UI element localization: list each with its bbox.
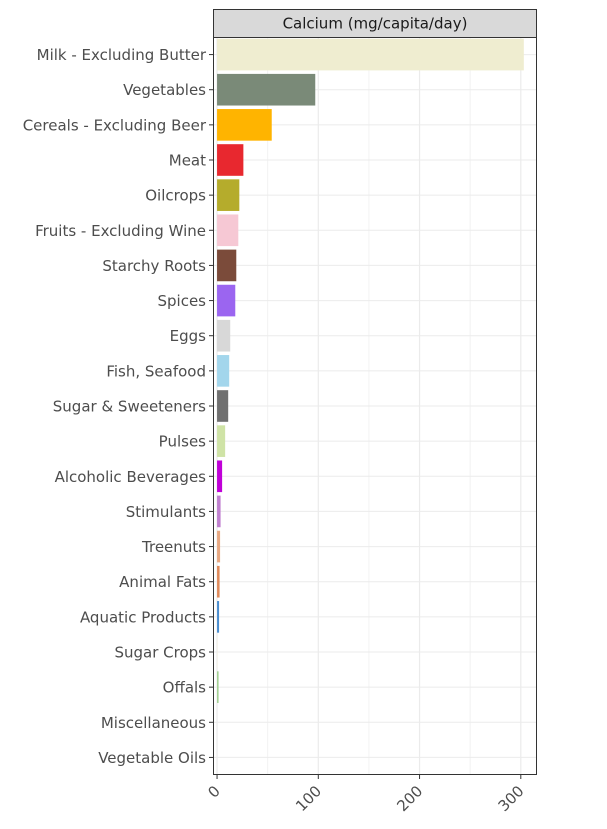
y-tick-label: Offals — [163, 679, 207, 697]
bar — [217, 38, 524, 71]
bar — [217, 249, 237, 282]
bar — [217, 109, 272, 141]
y-tick-label: Alcoholic Beverages — [55, 468, 207, 486]
facet-label: Calcium (mg/capita/day) — [283, 15, 468, 33]
bar — [217, 565, 220, 598]
y-tick-label: Eggs — [170, 327, 207, 345]
y-tick-label: Oilcrops — [145, 187, 206, 205]
y-tick-label: Aquatic Products — [80, 608, 206, 626]
y-tick-label: Stimulants — [126, 503, 206, 521]
y-tick-label: Animal Fats — [119, 573, 206, 591]
y-tick-label: Spices — [157, 292, 206, 310]
bar — [217, 636, 218, 668]
y-tick-label: Vegetables — [123, 81, 206, 99]
bar — [217, 390, 229, 422]
y-tick-label: Sugar Crops — [114, 644, 206, 662]
x-tick-label: 0 — [204, 782, 223, 801]
bars — [217, 38, 524, 703]
bar — [217, 671, 219, 703]
bar — [217, 495, 221, 528]
y-tick-label: Vegetable Oils — [98, 749, 206, 767]
bar — [217, 460, 223, 493]
y-tick-label: Fruits - Excluding Wine — [35, 222, 206, 240]
x-tick-label: 300 — [495, 782, 528, 815]
bar — [217, 601, 220, 633]
y-tick-label: Milk - Excluding Butter — [37, 46, 207, 64]
y-tick-label: Miscellaneous — [101, 714, 206, 732]
value-axis-labels: 0 100 200 300 — [204, 775, 528, 815]
bar — [217, 319, 231, 352]
bar — [217, 214, 239, 247]
bar — [217, 530, 221, 563]
bar — [217, 73, 316, 106]
bar — [217, 284, 236, 317]
y-tick-label: Starchy Roots — [102, 257, 206, 275]
category-axis-labels: Milk - Excluding Butter Vegetables Cereals… — [23, 46, 213, 767]
y-tick-label: Treenuts — [141, 538, 206, 556]
x-tick-label: 100 — [292, 782, 325, 815]
bar — [217, 144, 244, 176]
bar — [217, 425, 226, 457]
bar — [217, 179, 240, 211]
x-tick-label: 200 — [393, 782, 426, 815]
y-tick-label: Meat — [169, 152, 206, 170]
bar — [217, 355, 230, 387]
y-tick-label: Sugar & Sweeteners — [53, 398, 206, 416]
y-tick-label: Fish, Seafood — [106, 362, 206, 380]
y-tick-label: Cereals - Excluding Beer — [23, 116, 207, 134]
facet-strip — [213, 9, 537, 38]
y-tick-label: Pulses — [159, 433, 206, 451]
